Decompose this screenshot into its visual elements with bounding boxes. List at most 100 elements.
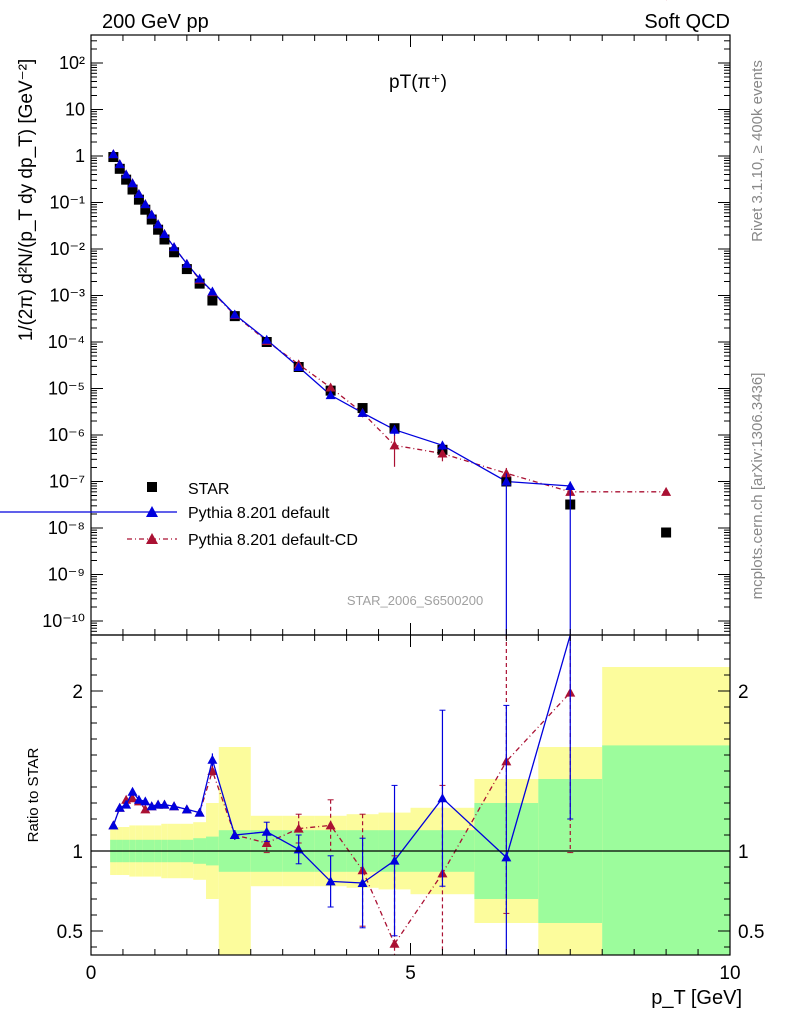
legend-entry-default: Pythia 8.201 default bbox=[188, 505, 330, 522]
default-ratio-point bbox=[325, 876, 336, 886]
default-point bbox=[159, 229, 170, 239]
default-point bbox=[207, 286, 218, 296]
ratio-tick-label: 1 bbox=[72, 842, 83, 863]
legend-marker-default bbox=[146, 506, 158, 517]
ratio-axis-label: Ratio to STAR bbox=[25, 747, 42, 842]
star-point bbox=[153, 224, 164, 235]
default-cd-ratio-point bbox=[325, 820, 336, 830]
default-cd-point bbox=[501, 468, 512, 478]
default-cd-ratio-point bbox=[127, 793, 138, 803]
default-ratio-point bbox=[437, 793, 448, 803]
legend-marker-cd bbox=[146, 533, 158, 544]
y-tick-label: 10 bbox=[65, 99, 85, 119]
default-ratio-point bbox=[357, 878, 368, 887]
legend-entry-cd: Pythia 8.201 default-CD bbox=[188, 532, 358, 549]
default-point bbox=[127, 178, 138, 188]
series-line-default bbox=[112, 153, 571, 487]
star-point bbox=[114, 163, 125, 174]
star-point bbox=[169, 247, 180, 258]
band-inner bbox=[602, 745, 730, 955]
star-point bbox=[121, 174, 132, 185]
y-tick-label: 10⁻⁹ bbox=[48, 565, 85, 585]
default-point bbox=[261, 334, 272, 344]
legend: STAR Pythia 8.201 default Pythia 8.201 d… bbox=[0, 481, 358, 549]
star-point bbox=[181, 264, 192, 275]
analysis-label: STAR_2006_S6500200 bbox=[347, 593, 483, 608]
y-tick-label: 10⁻⁸ bbox=[48, 518, 85, 538]
star-point bbox=[159, 234, 170, 245]
star-point bbox=[661, 527, 672, 538]
side-label-mcplots: mcplots.cern.ch [arXiv:1306.3436] bbox=[749, 373, 766, 600]
default-ratio-point bbox=[159, 799, 170, 809]
default-point bbox=[181, 258, 192, 268]
legend-marker-star bbox=[147, 482, 157, 492]
header-right-label: Soft QCD bbox=[644, 11, 730, 33]
default-point bbox=[389, 424, 400, 434]
star-point bbox=[140, 204, 151, 215]
default-point bbox=[140, 199, 151, 209]
ratio-tick-label: 2 bbox=[72, 682, 83, 703]
default-ratio-point bbox=[181, 804, 192, 814]
default-ratio-point bbox=[140, 796, 151, 806]
plot-title: pT(π⁺) bbox=[389, 72, 447, 93]
default-point bbox=[121, 169, 132, 179]
default-ratio-point bbox=[114, 802, 125, 812]
ratio-tick-label: 0.5 bbox=[57, 922, 83, 943]
x-axis-label: p_T [GeV] bbox=[651, 987, 742, 1009]
default-ratio-point bbox=[207, 754, 218, 764]
default-cd-point bbox=[661, 486, 672, 496]
default-point bbox=[133, 189, 144, 199]
main-plot-frame bbox=[90, 34, 731, 636]
star-point bbox=[127, 184, 138, 195]
default-cd-ratio-point bbox=[389, 938, 400, 948]
default-ratio-point bbox=[501, 852, 512, 862]
y-tick-label: 10⁻⁴ bbox=[48, 332, 85, 352]
default-cd-ratio-point bbox=[293, 823, 304, 833]
y-tick-label: 10⁻⁷ bbox=[49, 472, 85, 492]
default-point bbox=[565, 481, 576, 491]
default-ratio-point bbox=[194, 807, 205, 817]
x-tick-label: 5 bbox=[405, 963, 416, 984]
star-point bbox=[207, 295, 218, 306]
default-cd-ratio-point bbox=[140, 804, 151, 814]
y-tick-label: 10² bbox=[59, 53, 85, 73]
y-tick-label: 10⁻¹⁰ bbox=[42, 611, 85, 631]
default-point bbox=[293, 361, 304, 371]
default-ratio-point bbox=[133, 794, 144, 804]
default-point bbox=[437, 440, 448, 450]
y-tick-label: 10⁻⁵ bbox=[48, 378, 85, 398]
ratio-tick-label-right: 1 bbox=[738, 842, 749, 863]
ratio-tick-label-right: 2 bbox=[738, 682, 749, 703]
default-point bbox=[357, 407, 368, 417]
star-point bbox=[146, 214, 157, 225]
default-point bbox=[194, 273, 205, 283]
default-ratio-point bbox=[169, 801, 180, 811]
y-tick-label: 10⁻⁶ bbox=[48, 425, 85, 445]
default-cd-point bbox=[389, 440, 400, 450]
legend-entry-star: STAR bbox=[188, 481, 229, 498]
y-tick-label: 10⁻³ bbox=[49, 285, 85, 305]
default-point bbox=[325, 390, 336, 400]
ratio-uncertainty-bands bbox=[110, 667, 730, 955]
default-point bbox=[169, 242, 180, 252]
default-cd-ratio-point bbox=[261, 838, 272, 847]
star-point bbox=[133, 194, 144, 205]
default-point bbox=[108, 149, 119, 159]
y-tick-label: 10⁻¹ bbox=[49, 192, 85, 212]
default-point bbox=[146, 209, 157, 219]
default-ratio-point bbox=[229, 830, 240, 839]
default-cd-point bbox=[325, 382, 336, 392]
y-axis-label: 1/(2π) d²N/(p_T dy dp_T) [GeV⁻²] bbox=[16, 59, 37, 342]
y-tick-label: 10⁻² bbox=[49, 239, 85, 259]
default-cd-point bbox=[437, 448, 448, 458]
default-point bbox=[114, 159, 125, 169]
default-ratio-point bbox=[121, 799, 132, 809]
default-point bbox=[501, 476, 512, 486]
x-tick-label: 0 bbox=[86, 963, 97, 984]
ratio-tick-label-right: 0.5 bbox=[738, 922, 764, 943]
default-ratio-point bbox=[153, 799, 164, 809]
default-ratio-point bbox=[261, 826, 272, 836]
y-tick-label: 1 bbox=[75, 146, 85, 166]
series-line-default-cd bbox=[112, 153, 667, 493]
